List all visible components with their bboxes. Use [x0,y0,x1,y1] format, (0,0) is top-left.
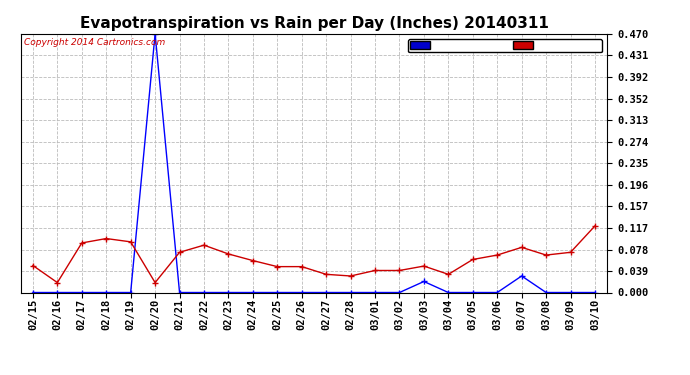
Title: Evapotranspiration vs Rain per Day (Inches) 20140311: Evapotranspiration vs Rain per Day (Inch… [79,16,549,31]
Text: Copyright 2014 Cartronics.com: Copyright 2014 Cartronics.com [23,38,165,46]
Legend: Rain  (Inches), ET  (Inches): Rain (Inches), ET (Inches) [408,39,602,53]
